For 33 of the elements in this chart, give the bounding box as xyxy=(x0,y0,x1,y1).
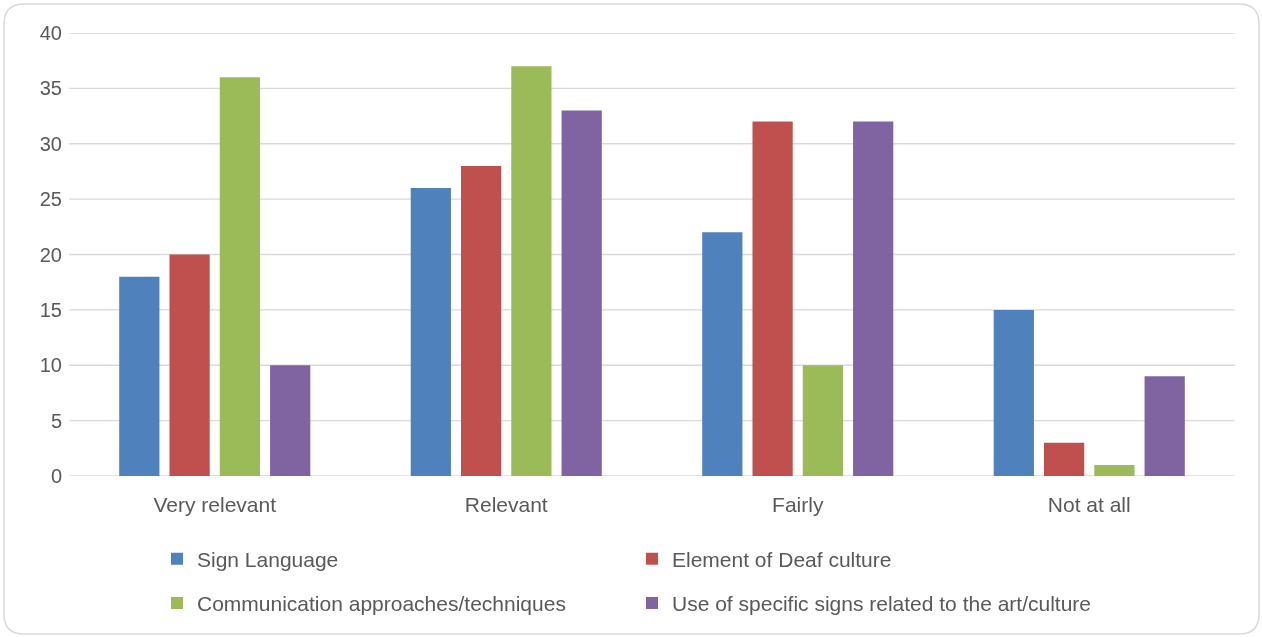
bar xyxy=(853,121,894,476)
y-tick-label: 10 xyxy=(39,354,62,377)
y-tick-label: 35 xyxy=(39,77,62,100)
bar xyxy=(802,365,844,476)
legend-label: Use of specific signs related to the art/culture xyxy=(672,592,1092,616)
y-tick-label: 15 xyxy=(39,298,62,321)
y-tick-label: 20 xyxy=(39,243,62,266)
legend-label: Communication approaches/techniques xyxy=(197,592,566,616)
bar xyxy=(511,66,552,476)
bar xyxy=(410,188,451,476)
bar xyxy=(702,232,743,476)
y-tick-label: 25 xyxy=(39,188,62,211)
legend-label: Element of Deaf culture xyxy=(672,547,892,571)
bar xyxy=(993,309,1034,476)
bar xyxy=(169,254,210,476)
y-tick-label: 40 xyxy=(39,22,62,44)
x-tick-label: Relevant xyxy=(464,493,548,516)
bar xyxy=(752,121,793,476)
bar xyxy=(460,165,502,476)
x-tick-label: Fairly xyxy=(772,493,824,516)
bar xyxy=(1094,464,1135,476)
bar xyxy=(219,77,261,476)
bar xyxy=(270,365,311,476)
x-tick-label: Not at all xyxy=(1047,493,1131,516)
bar xyxy=(1043,442,1085,476)
bar xyxy=(1144,376,1185,476)
bar xyxy=(561,110,602,476)
y-tick-label: 0 xyxy=(50,465,62,487)
bar xyxy=(119,276,160,476)
y-tick-label: 30 xyxy=(39,132,62,155)
legend-label: Sign Language xyxy=(197,547,339,571)
x-tick-label: Very relevant xyxy=(153,493,277,516)
y-tick-label: 5 xyxy=(50,409,62,432)
